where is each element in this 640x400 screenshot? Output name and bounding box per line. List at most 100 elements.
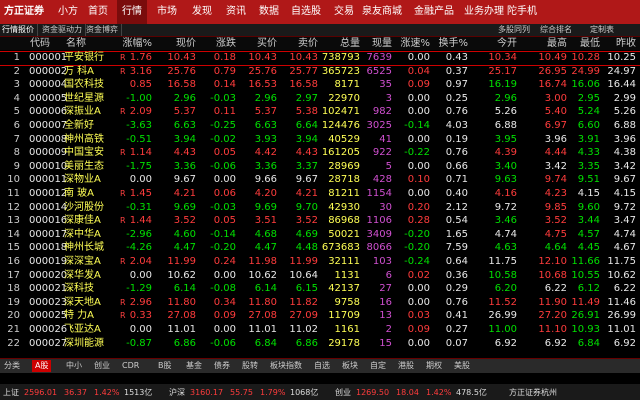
column-header[interactable]: 最低: [580, 38, 600, 49]
stock-name[interactable]: 飞亚达A: [64, 324, 101, 335]
stock-code[interactable]: 000010: [29, 160, 68, 172]
stock-name[interactable]: 特 力A: [64, 310, 95, 322]
stock-code[interactable]: 000008: [29, 133, 68, 145]
stock-code[interactable]: 000007: [29, 120, 68, 131]
stock-name[interactable]: 万 科A: [64, 65, 95, 77]
stock-code[interactable]: 000009: [29, 147, 68, 159]
cell: 32111: [328, 256, 360, 267]
bottom-tab[interactable]: 板块: [342, 361, 358, 370]
cell: 0.00: [407, 106, 430, 118]
cell: 5: [385, 160, 392, 172]
menu-item[interactable]: 陀手机: [507, 6, 537, 17]
menu-item[interactable]: 资讯: [226, 6, 246, 17]
stock-name[interactable]: 深振业A: [64, 106, 101, 118]
stock-name[interactable]: 世纪星源: [64, 92, 104, 104]
menu-item[interactable]: 首页: [88, 6, 108, 17]
stock-name[interactable]: 深科技: [64, 283, 94, 295]
stock-name[interactable]: 深天地A: [64, 296, 101, 308]
column-header[interactable]: 今开: [497, 38, 517, 49]
menu-item[interactable]: 业务办理: [464, 6, 504, 17]
bottom-tab[interactable]: 港股: [398, 361, 414, 370]
stock-code[interactable]: 000016: [29, 215, 68, 227]
bottom-tab[interactable]: 创业: [94, 361, 110, 370]
cell: 2.12: [445, 201, 468, 213]
stock-code[interactable]: 000006: [29, 106, 68, 118]
stock-code[interactable]: 000002: [29, 65, 68, 77]
menu-item[interactable]: 金融产品: [414, 6, 454, 17]
stock-name[interactable]: 南 玻A: [64, 188, 95, 199]
stock-name[interactable]: 深圳能源: [64, 337, 104, 349]
menu-item[interactable]: 行情: [117, 0, 147, 24]
stock-name[interactable]: 神州高铁: [64, 133, 104, 145]
cell: 0.97: [445, 79, 468, 91]
column-header[interactable]: 最高: [547, 38, 567, 49]
stock-code[interactable]: 000012: [29, 188, 68, 199]
stock-code[interactable]: 000019: [29, 256, 68, 267]
stock-name[interactable]: 平安银行: [64, 52, 104, 63]
bottom-tab[interactable]: 期权: [426, 361, 442, 370]
column-header[interactable]: 总量: [340, 38, 360, 49]
stock-code[interactable]: 000011: [29, 174, 68, 186]
stock-code[interactable]: 000023: [29, 296, 68, 308]
stock-code[interactable]: 000027: [29, 337, 68, 349]
menu-item[interactable]: 交易: [334, 6, 354, 17]
stock-code[interactable]: 000026: [29, 324, 68, 335]
stock-code[interactable]: 000021: [29, 283, 68, 295]
stock-name[interactable]: 美丽生态: [64, 160, 104, 172]
stock-code[interactable]: 000004: [29, 79, 68, 91]
stock-name[interactable]: 深中华A: [64, 228, 101, 240]
column-header[interactable]: 名称: [66, 38, 86, 49]
stock-code[interactable]: 000018: [29, 242, 68, 254]
column-header[interactable]: 涨跌: [216, 38, 236, 49]
stock-code[interactable]: 000020: [29, 269, 68, 281]
bottom-tab[interactable]: 债券: [214, 361, 230, 370]
stock-name[interactable]: 神州长城: [64, 242, 104, 254]
bottom-tab[interactable]: 股转: [242, 361, 258, 370]
status-item: 18.04: [396, 388, 419, 397]
bottom-tab[interactable]: 分类: [4, 361, 20, 370]
column-header[interactable]: 现量: [372, 38, 392, 49]
bottom-tab[interactable]: 中小: [66, 361, 82, 370]
menu-item[interactable]: 发现: [192, 6, 212, 17]
column-header[interactable]: 卖价: [298, 38, 318, 49]
bottom-tab[interactable]: B股: [158, 361, 172, 370]
column-header[interactable]: 换手%: [438, 38, 468, 49]
tab[interactable]: 综合排名: [540, 25, 572, 34]
tab[interactable]: 资金博弈: [86, 24, 122, 36]
column-header[interactable]: 现价: [176, 38, 196, 49]
tab[interactable]: 资金驱动力: [42, 24, 86, 36]
stock-name[interactable]: 深华发A: [64, 269, 101, 281]
bottom-tab[interactable]: 自定: [370, 361, 386, 370]
menu-item[interactable]: 泉友商城: [362, 6, 402, 17]
column-header[interactable]: 买价: [257, 38, 277, 49]
stock-name[interactable]: 国农科技: [64, 79, 104, 91]
tab[interactable]: 多股同列: [498, 25, 530, 34]
stock-name[interactable]: 深深宝A: [64, 256, 101, 267]
bottom-tab[interactable]: 板块指数: [270, 361, 302, 370]
stock-name[interactable]: 中国宝安: [64, 147, 104, 159]
stock-code[interactable]: 000025: [29, 310, 68, 322]
cell: 0.09: [213, 310, 236, 322]
column-header[interactable]: 代码: [30, 38, 50, 49]
bottom-tab[interactable]: A股: [32, 360, 52, 372]
bottom-tab[interactable]: 美股: [454, 361, 470, 370]
stock-code[interactable]: 000001: [29, 52, 68, 63]
stock-code[interactable]: 000005: [29, 92, 68, 104]
column-header[interactable]: 涨速%: [400, 38, 430, 49]
menu-item[interactable]: 市场: [157, 6, 177, 17]
bottom-tab[interactable]: 基金: [186, 361, 202, 370]
stock-name[interactable]: 深物业A: [64, 174, 101, 186]
stock-name[interactable]: 沙河股份: [64, 201, 104, 213]
stock-name[interactable]: 全新好: [64, 120, 94, 131]
tab[interactable]: 行情报价: [2, 24, 38, 36]
bottom-tab[interactable]: CDR: [122, 361, 140, 370]
column-header[interactable]: 昨收: [616, 38, 636, 49]
column-header[interactable]: 涨幅%: [122, 38, 152, 49]
stock-code[interactable]: 000017: [29, 228, 68, 240]
tab[interactable]: 定制表: [590, 25, 614, 34]
menu-item[interactable]: 自选股: [291, 6, 321, 17]
bottom-tab[interactable]: 自选: [314, 361, 330, 370]
stock-code[interactable]: 000014: [29, 201, 68, 213]
stock-name[interactable]: 深康佳A: [64, 215, 101, 227]
menu-item[interactable]: 数据: [259, 6, 279, 17]
